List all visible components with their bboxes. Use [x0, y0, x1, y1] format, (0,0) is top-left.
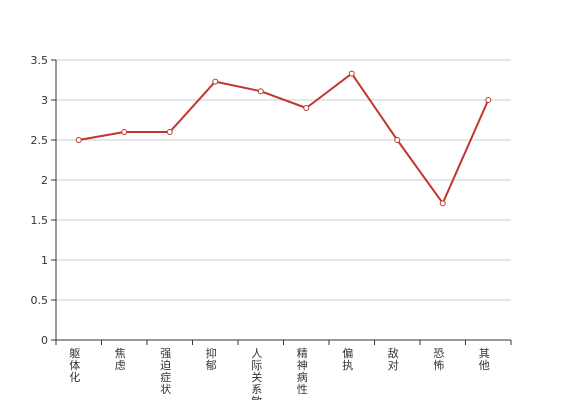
y-tick-label: 3.5 — [31, 54, 49, 67]
y-tick-label: 1.5 — [31, 214, 49, 227]
y-tick-label: 1 — [41, 254, 48, 267]
series-layer — [75, 70, 492, 207]
y-tick-label: 0.5 — [31, 294, 49, 307]
x-tick-label: 偏执 — [342, 346, 353, 372]
x-tick-label: 人际关系敏感 — [251, 347, 262, 400]
y-axis: 0 0.5 1 1.5 2 2.5 3 3.5 — [31, 54, 57, 347]
data-point[interactable] — [166, 129, 173, 135]
y-tick-label: 0 — [41, 334, 48, 347]
x-tick-label: 恐怖 — [433, 347, 444, 372]
y-tick-label: 2.5 — [31, 134, 49, 147]
x-axis: 躯体化 焦虑 强迫症状 抑郁 人际关系敏感 精神病性 偏执 敌对 恐怖 其他 — [55, 339, 512, 400]
x-tick-label: 敌对 — [388, 346, 399, 372]
y-tick-label: 3 — [41, 94, 48, 107]
x-tick-label: 精神病性 — [297, 347, 308, 396]
data-point[interactable] — [75, 137, 82, 143]
x-tick-label: 躯体化 — [69, 347, 80, 384]
x-tick-label: 焦虑 — [115, 347, 126, 372]
grid-lines — [56, 59, 511, 301]
data-point[interactable] — [212, 78, 219, 85]
x-tick-label: 强迫症状 — [160, 347, 171, 396]
data-point[interactable] — [121, 129, 128, 135]
data-point[interactable] — [303, 105, 310, 111]
x-tick-label: 抑郁 — [206, 346, 217, 372]
y-tick-label: 2 — [41, 174, 48, 187]
x-tick-label: 其他 — [479, 347, 490, 372]
data-point[interactable] — [394, 137, 401, 143]
data-point[interactable] — [257, 88, 264, 95]
data-point[interactable] — [439, 200, 446, 207]
data-point[interactable] — [485, 97, 492, 103]
data-point[interactable] — [348, 70, 355, 77]
series-line — [78, 72, 490, 205]
